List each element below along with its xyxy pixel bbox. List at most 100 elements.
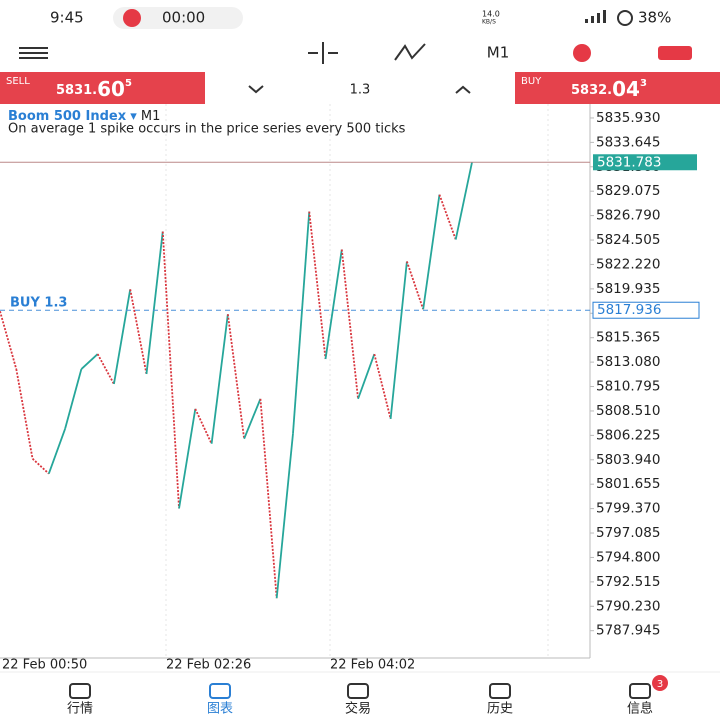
price-segment: [194, 408, 213, 445]
nav-icon: [347, 683, 369, 699]
record-pill: [113, 7, 243, 29]
y-tick-label: 5822.220: [596, 256, 660, 272]
price-segment: [259, 398, 278, 599]
time-grid: [165, 104, 549, 658]
price-segment: [340, 249, 359, 399]
price-segment: [145, 231, 164, 375]
buy-button[interactable]: [515, 72, 720, 104]
price-segment: [292, 211, 311, 434]
price-segment: [243, 398, 262, 440]
price-segment: [80, 353, 99, 370]
indicator-icon[interactable]: [394, 43, 426, 61]
lot-up[interactable]: [455, 85, 471, 94]
y-tick-label: 5787.945: [596, 623, 660, 639]
chart-symbol: Boom 500 Index ▾ M1: [8, 109, 160, 124]
y-tick-label: 5801.655: [596, 476, 660, 492]
price-segment: [324, 249, 343, 360]
price-segment: [406, 261, 425, 310]
y-tick-label: 5792.515: [596, 574, 660, 590]
price-segment: [31, 458, 50, 475]
price-segment: [357, 353, 376, 400]
price-segment: [161, 231, 180, 509]
price-segment: [373, 353, 392, 420]
symbol: Boom 500 Index: [8, 109, 127, 124]
nav-icon: [629, 683, 651, 699]
price-segment: [47, 428, 66, 474]
price-segment: [275, 433, 294, 599]
sell-button[interactable]: [0, 72, 205, 104]
nav-icon: [69, 683, 91, 699]
sell-price: 5831.605: [56, 77, 132, 101]
y-tick-label: 5790.230: [596, 598, 660, 614]
price-segment: [308, 211, 327, 360]
y-tick-label: 5815.365: [596, 330, 660, 346]
price-segment: [64, 368, 83, 430]
price-segment: [129, 289, 148, 375]
nav-icon: [209, 683, 231, 699]
price-segment: [422, 194, 441, 310]
buy-line-label: BUY 1.3: [10, 296, 67, 311]
y-tick-label: 5835.930: [596, 110, 660, 126]
price-segment: [210, 314, 229, 444]
clock: 9:45: [50, 9, 84, 27]
lot-down[interactable]: [248, 85, 264, 94]
current-price-label: 5831.783: [597, 154, 661, 170]
x-tick-label: 22 Feb 04:02: [330, 658, 415, 673]
badge-count: 3: [657, 679, 663, 690]
nav-label[interactable]: 图表: [207, 702, 233, 717]
buy-main: 5832.: [571, 83, 612, 98]
y-tick-label: 5803.940: [596, 452, 660, 468]
price-segment: [0, 311, 18, 370]
menu-icon[interactable]: [19, 47, 48, 59]
x-tick-label: 22 Feb 02:26: [166, 658, 251, 673]
net-unit: KB/S: [482, 19, 496, 26]
crosshair-icon[interactable]: [308, 42, 338, 64]
sell-label: SELL: [6, 76, 30, 87]
y-tick-label: 5808.510: [596, 403, 660, 419]
net-speed: 14.0: [482, 10, 500, 19]
y-tick-label: 5797.085: [596, 525, 660, 541]
y-tick-label: 5824.505: [596, 232, 660, 248]
trade-icon[interactable]: [573, 44, 591, 62]
sell-sup: 5: [125, 78, 132, 89]
price-segment: [389, 261, 408, 419]
y-tick-label: 5806.225: [596, 427, 660, 443]
badge: [652, 675, 668, 691]
current-price-box: [593, 154, 697, 171]
chart-description: On average 1 spike occurs in the price s…: [8, 122, 406, 137]
price-segment: [454, 162, 473, 240]
y-tick-label: 5799.370: [596, 501, 660, 517]
y-tick-label: 5813.080: [596, 354, 660, 370]
y-tick-label: 5829.075: [596, 183, 660, 199]
timeframe-button[interactable]: M1: [487, 44, 510, 62]
price-segment: [15, 368, 34, 459]
y-tick-label: 5826.790: [596, 208, 660, 224]
nav-label[interactable]: 行情: [67, 702, 93, 717]
record-time: 00:00: [162, 9, 205, 27]
price-segment: [96, 353, 115, 385]
y-tick-label: 5794.800: [596, 549, 660, 565]
buy-price-box: [592, 301, 700, 319]
buy-big: 04: [612, 77, 640, 101]
y-tick-label: 5810.795: [596, 379, 660, 395]
objects-icon[interactable]: [658, 46, 692, 60]
battery: 38%: [638, 9, 671, 27]
nav-label[interactable]: 信息: [627, 701, 653, 717]
buy-label: BUY: [521, 76, 542, 87]
record-icon: [123, 9, 141, 27]
price-segment: [113, 289, 132, 385]
buy-sup: 3: [640, 78, 647, 89]
nav-label[interactable]: 交易: [345, 701, 371, 717]
y-tick-label: 5819.935: [596, 281, 660, 297]
y-tick-label: 5833.645: [596, 134, 660, 150]
buy-price-label: 5817.936: [597, 302, 661, 318]
signal-icons: [585, 10, 633, 26]
lot[interactable]: 1.3: [350, 83, 371, 98]
price-segment: [438, 194, 457, 240]
buy-price: 5832.043: [571, 77, 647, 101]
nav-label[interactable]: 历史: [487, 702, 513, 717]
sell-big: 60: [97, 77, 125, 101]
timeframe: M1: [141, 109, 161, 124]
